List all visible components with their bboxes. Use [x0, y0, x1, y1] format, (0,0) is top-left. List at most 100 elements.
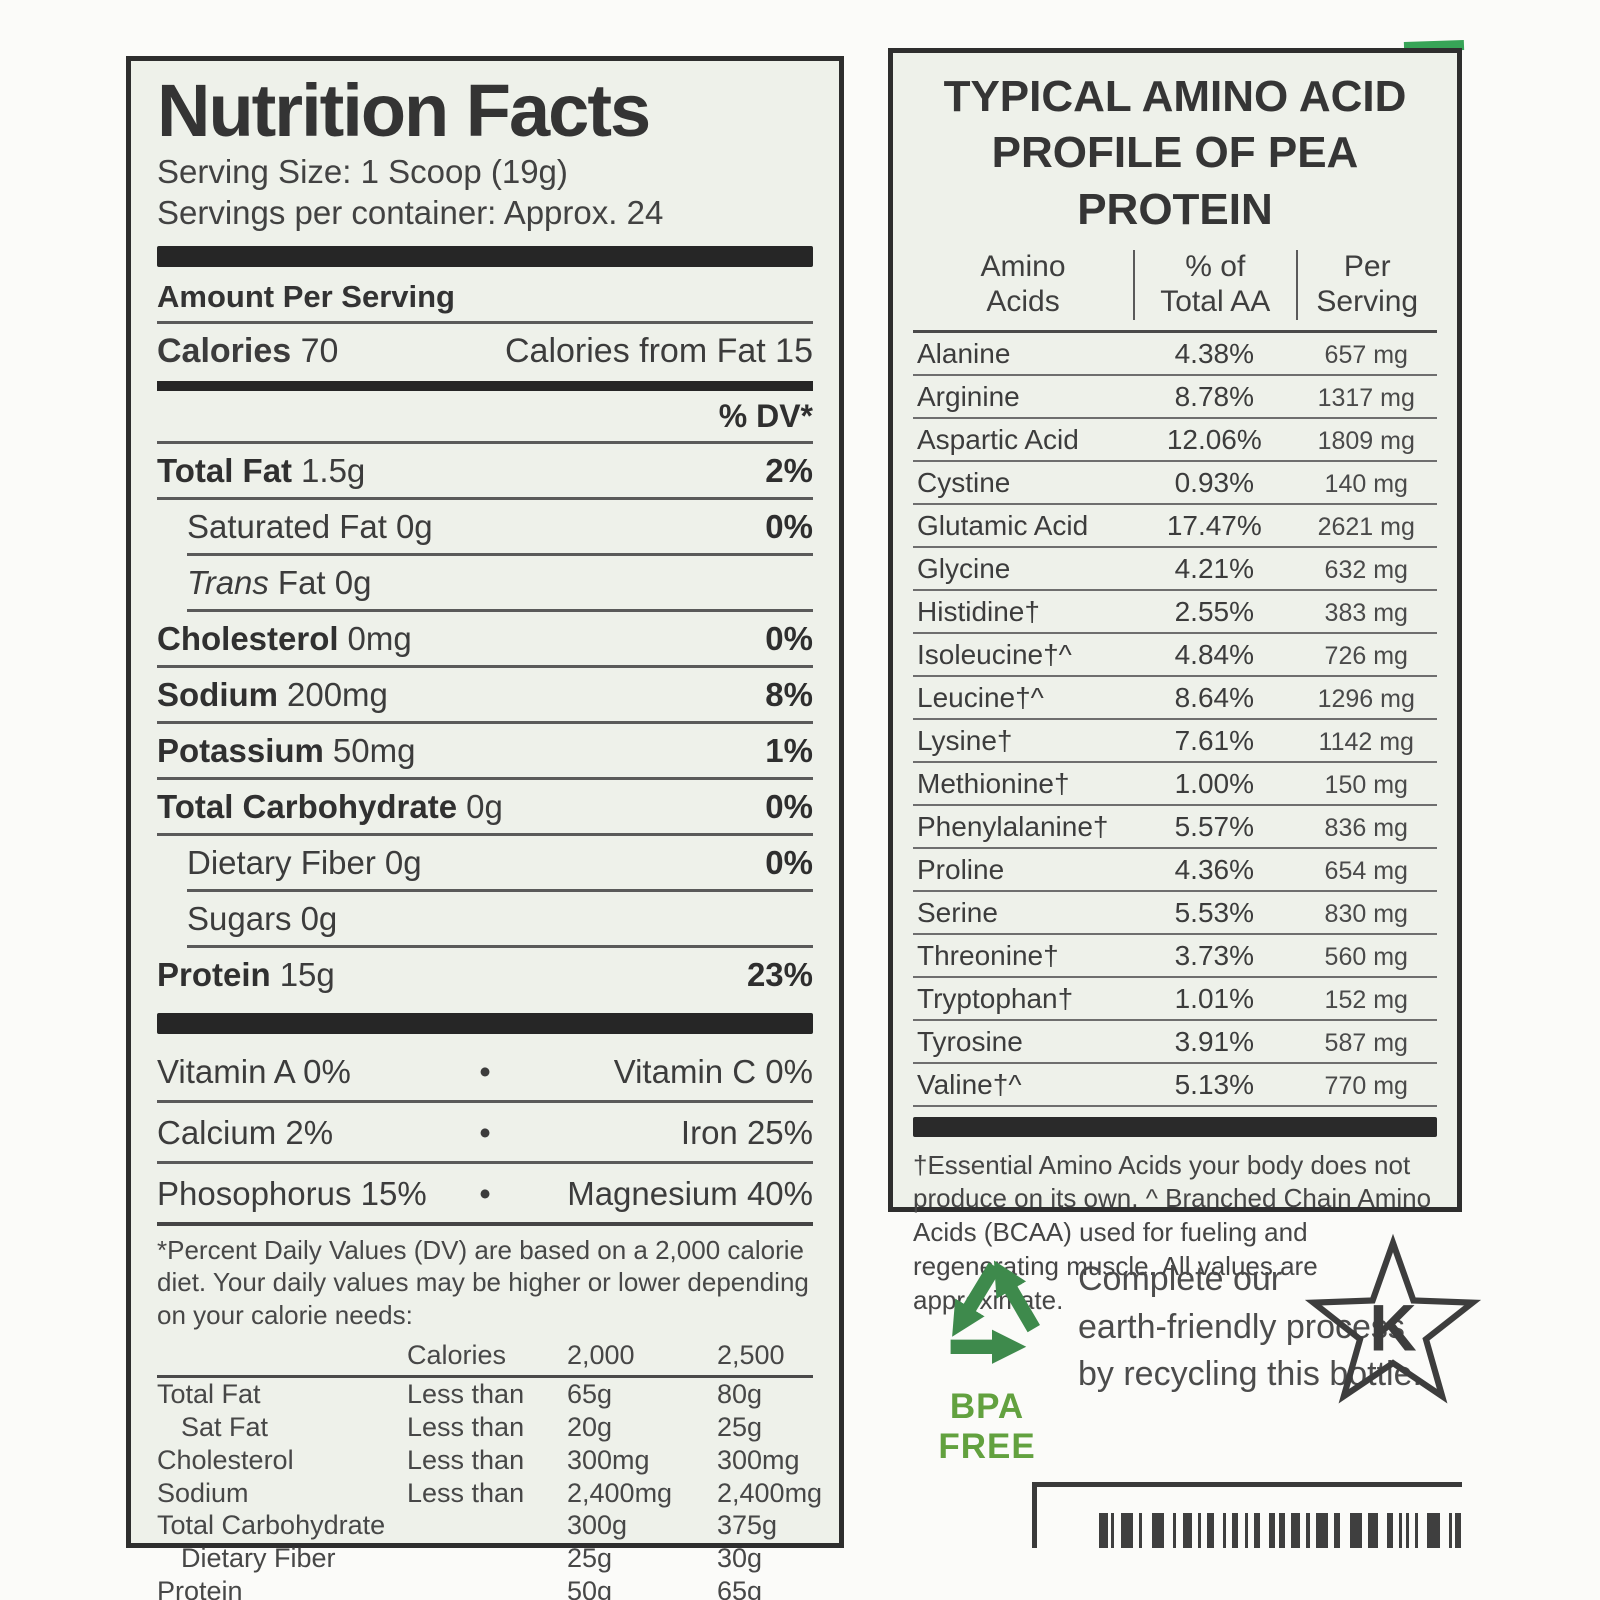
amino-per-serving: 1296 mg [1317, 684, 1415, 713]
amino-name: Histidine† [917, 595, 1040, 627]
vitamin-row: Vitamin A 0% • Vitamin C 0% [157, 1042, 813, 1104]
amino-acid-row: Tryptophan† 1.01% 152 mg [913, 978, 1437, 1021]
amino-name: Leucine†^ [917, 681, 1044, 713]
nutrient-row: Cholesterol 0mg 0% [157, 612, 813, 669]
calories-row: Calories 70 Calories from Fat 15 [157, 324, 813, 381]
percent-dv-header: % DV* [157, 391, 813, 445]
dv-footnote: *Percent Daily Values (DV) are based on … [157, 1222, 813, 1331]
amino-percent: 3.91% [1174, 1025, 1254, 1057]
amino-name: Glycine [917, 552, 1011, 584]
nutrient-label: Total Fat 1.5g [157, 452, 366, 490]
serving-size: Serving Size: 1 Scoop (19g) [157, 152, 568, 190]
vitamin-left: Vitamin A 0% [157, 1053, 351, 1091]
amino-per-serving: 836 mg [1324, 813, 1408, 842]
calories-from-fat: Calories from Fat 15 [505, 332, 813, 371]
calories-label: Calories [157, 332, 292, 371]
daily-values-header: Calories 2,000 2,500 [157, 1339, 813, 1378]
amino-per-serving: 1142 mg [1318, 727, 1414, 756]
nutrient-row: Sodium 200mg 8% [157, 668, 813, 725]
amino-percent: 8.78% [1174, 380, 1254, 412]
bullet-separator: • [479, 1114, 491, 1152]
nutrient-label: Sodium 200mg [157, 676, 388, 714]
amino-percent: 1.01% [1174, 982, 1254, 1014]
amino-name: Glutamic Acid [917, 509, 1089, 541]
amino-name: Arginine [917, 380, 1020, 412]
amino-per-serving: 560 mg [1324, 942, 1408, 971]
vitamin-right: Iron 25% [680, 1114, 813, 1152]
amino-acid-row: Arginine 8.78% 1317 mg [913, 376, 1437, 419]
amino-percent: 4.36% [1174, 853, 1254, 885]
daily-values-row: Total Carbohydrate 300g 375g [157, 1510, 778, 1541]
amino-percent: 12.06% [1166, 423, 1262, 455]
daily-values-row: Total Fat Less than 65g 80g [157, 1378, 763, 1409]
nutrient-dv: 23% [746, 956, 813, 994]
amino-percent: 4.38% [1174, 337, 1254, 369]
col-2500: 2,500 [717, 1339, 785, 1370]
calories-value: 70 [300, 332, 339, 371]
daily-values-row: Sodium Less than 2,400mg 2,400mg [157, 1477, 823, 1508]
amino-name: Lysine† [917, 724, 1013, 756]
nutrient-label: Dietary Fiber 0g [187, 844, 422, 882]
amino-per-serving: 726 mg [1324, 641, 1408, 670]
nutrient-dv: 0% [765, 620, 813, 658]
daily-values-row: Dietary Fiber 25g 30g [181, 1543, 763, 1574]
divider-thick [913, 1116, 1437, 1137]
amino-acid-header: Amino Acids % of Total AA Per Serving [913, 249, 1437, 333]
nutrient-dv: 2% [765, 452, 813, 490]
vitamin-left: Phosophorus 15% [157, 1175, 427, 1213]
amino-percent: 7.61% [1174, 724, 1254, 756]
nutrient-label: Cholesterol 0mg [157, 620, 412, 658]
bullet-separator: • [479, 1175, 491, 1213]
divider-thick [157, 246, 813, 268]
nutrient-rows: Total Fat 1.5g 2% Saturated Fat 0g 0% Tran… [157, 444, 813, 1001]
amino-acid-row: Phenylalanine† 5.57% 836 mg [913, 806, 1437, 849]
vitamin-left: Calcium 2% [157, 1114, 334, 1152]
amino-per-serving: 830 mg [1324, 899, 1408, 928]
daily-values-rows: Total Fat Less than 65g 80g Sat Fat Less… [157, 1378, 823, 1600]
amino-per-serving: 150 mg [1324, 770, 1408, 799]
amino-name: Alanine [917, 337, 1011, 369]
amino-per-serving: 654 mg [1324, 856, 1408, 885]
recycle-icon [950, 1260, 1040, 1364]
amino-acid-rows: Alanine 4.38% 657 mg Arginine 8.78% 1317… [913, 333, 1437, 1107]
servings-per-container: Servings per container: Approx. 24 [157, 194, 664, 232]
amino-name: Aspartic Acid [917, 423, 1079, 455]
nutrient-row: Sugars 0g [187, 892, 813, 949]
amino-percent: 4.84% [1174, 638, 1254, 670]
amino-percent: 0.93% [1174, 466, 1254, 498]
amino-per-serving: 587 mg [1324, 1028, 1408, 1057]
amino-acid-row: Valine†^ 5.13% 770 mg [913, 1064, 1437, 1107]
amino-acid-footnote: †Essential Amino Acids your body does no… [913, 1149, 1432, 1315]
col-2000: 2,000 [567, 1339, 635, 1370]
nutrient-row: Total Carbohydrate 0g 0% [157, 780, 813, 837]
amino-name: Methionine† [917, 767, 1070, 799]
kosher-letter: K [1369, 1291, 1416, 1364]
vitamin-right: Vitamin C 0% [613, 1053, 813, 1091]
amino-percent: 5.57% [1174, 810, 1254, 842]
amino-per-serving: 140 mg [1324, 469, 1408, 498]
nutrition-facts-panel: Nutrition Facts Serving Size: 1 Scoop (1… [126, 56, 844, 1600]
amino-acid-row: Aspartic Acid 12.06% 1809 mg [913, 419, 1437, 462]
amino-acid-row: Glycine 4.21% 632 mg [913, 548, 1437, 591]
amino-acid-row: Glutamic Acid 17.47% 2621 mg [913, 505, 1437, 548]
amino-acid-row: Cystine 0.93% 140 mg [913, 462, 1437, 505]
daily-values-row: Sat Fat Less than 20g 25g [181, 1411, 763, 1442]
nutrient-dv: 0% [765, 844, 813, 882]
vitamin-row: Calcium 2% • Iron 25% [157, 1103, 813, 1165]
daily-values-row: Cholesterol Less than 300mg 300mg [157, 1444, 800, 1475]
amino-acid-row: Proline 4.36% 654 mg [913, 849, 1437, 892]
amino-name: Proline [917, 853, 1005, 885]
daily-values-table: Calories 2,000 2,500 Total Fat Less than… [157, 1339, 823, 1600]
amino-percent: 1.00% [1174, 767, 1254, 799]
amino-acid-row: Tyrosine 3.91% 587 mg [913, 1021, 1437, 1064]
amino-per-serving: 632 mg [1324, 555, 1408, 584]
nutrient-dv: 8% [765, 676, 813, 714]
amino-percent: 5.53% [1174, 896, 1254, 928]
amino-name: Tryptophan† [917, 982, 1074, 1014]
amino-percent: 2.55% [1174, 595, 1254, 627]
nutrient-row: Trans Fat 0g [187, 556, 813, 613]
amino-name: Isoleucine†^ [917, 638, 1072, 670]
amino-acid-row: Leucine†^ 8.64% 1296 mg [913, 677, 1437, 720]
amino-name: Serine [917, 896, 998, 928]
